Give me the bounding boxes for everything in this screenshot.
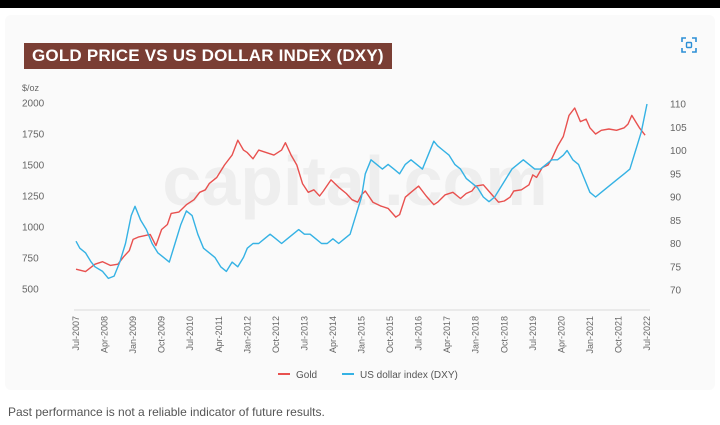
- right-tick-label: 75: [670, 262, 682, 273]
- watermark: capital.com: [162, 142, 547, 220]
- x-tick-label: Oct-2021: [613, 316, 623, 353]
- disclaimer: Past performance is not a reliable indic…: [8, 405, 325, 419]
- x-tick-label: Jan-2021: [585, 316, 595, 354]
- x-tick-label: Oct-2018: [499, 316, 509, 353]
- left-tick-label: 1000: [22, 223, 45, 234]
- x-tick-label: Jul-2016: [414, 316, 424, 351]
- left-tick-label: 1750: [22, 130, 45, 141]
- left-axis-unit: $/oz: [22, 83, 40, 93]
- legend: Gold US dollar index (DXY): [278, 370, 458, 381]
- dxy-series-line: [75, 103, 648, 280]
- x-tick-label: Oct-2015: [385, 316, 395, 353]
- right-tick-label: 95: [670, 169, 682, 180]
- top-bar: [0, 0, 720, 8]
- left-tick-label: 750: [22, 254, 39, 265]
- x-tick-label: Apr-2017: [442, 316, 452, 353]
- x-tick-label: Oct-2009: [157, 316, 167, 353]
- x-tick-label: Jan-2015: [357, 316, 367, 354]
- left-tick-label: 500: [22, 285, 39, 296]
- gold-series-line: [75, 107, 646, 273]
- legend-gold-label: Gold: [296, 370, 317, 381]
- expand-icon[interactable]: [679, 35, 699, 55]
- right-axis: 70 75 80 85 90 95 100 105 110: [670, 100, 687, 297]
- right-tick-label: 90: [670, 193, 682, 204]
- right-tick-label: 110: [670, 100, 686, 111]
- chart-title: GOLD PRICE VS US DOLLAR INDEX (DXY): [24, 43, 392, 69]
- right-tick-label: 105: [670, 123, 687, 134]
- x-tick-label: Jul-2022: [642, 316, 652, 351]
- left-axis: $/oz 500 750 1000 1250 1500 1750 2000: [22, 83, 45, 296]
- x-tick-label: Apr-2020: [556, 316, 566, 353]
- x-tick-label: Oct-2012: [271, 316, 281, 353]
- x-tick-label: Apr-2008: [100, 316, 110, 353]
- x-axis: Jul-2007 Apr-2008 Jan-2009 Oct-2009 Jul-2010…: [71, 309, 652, 354]
- x-tick-label: Jan-2012: [242, 316, 252, 354]
- x-tick-label: Jul-2010: [185, 316, 195, 351]
- left-tick-label: 1500: [22, 161, 45, 172]
- x-tick-label: Jan-2018: [471, 316, 481, 354]
- right-tick-label: 70: [670, 286, 682, 297]
- left-tick-label: 2000: [22, 99, 45, 110]
- right-tick-label: 100: [670, 146, 687, 157]
- legend-dxy-label: US dollar index (DXY): [360, 370, 458, 381]
- x-tick-label: Apr-2011: [214, 316, 224, 352]
- x-tick-label: Apr-2014: [328, 316, 338, 353]
- left-tick-label: 1250: [22, 192, 45, 203]
- series-layer: [75, 103, 648, 280]
- x-tick-label: Jan-2009: [128, 316, 138, 354]
- x-tick-label: Jul-2019: [528, 316, 538, 351]
- x-tick-label: Jul-2013: [299, 316, 309, 351]
- x-tick-label: Jul-2007: [71, 316, 81, 351]
- right-tick-label: 85: [670, 216, 682, 227]
- right-tick-label: 80: [670, 239, 682, 250]
